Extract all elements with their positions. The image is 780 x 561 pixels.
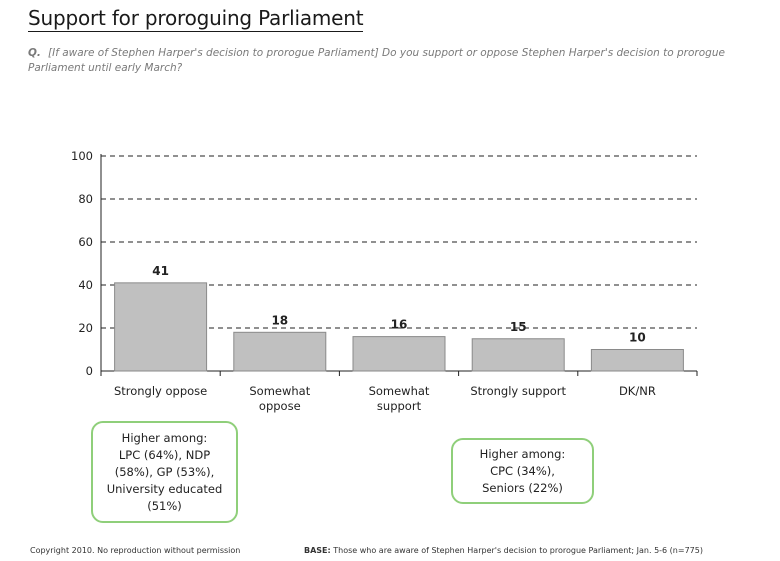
base-text: Those who are aware of Stephen Harper's … <box>330 546 703 555</box>
callout-line: University educated <box>106 481 223 496</box>
y-tick-label: 100 <box>71 149 93 163</box>
y-tick-label: 40 <box>78 278 93 292</box>
question-label: Q. <box>28 47 41 59</box>
callout-line: (51%) <box>147 498 182 513</box>
category-label: Somewhat <box>249 384 310 398</box>
bar <box>352 336 446 372</box>
bar <box>590 349 684 372</box>
copyright-note: Copyright 2010. No reproduction without … <box>30 546 241 555</box>
bar <box>471 338 565 372</box>
callout-oppose: Higher among: LPC (64%), NDP (58%), GP (… <box>91 421 238 523</box>
category-label: Somewhat <box>369 384 430 398</box>
callout-line: (58%), GP (53%), <box>114 464 215 479</box>
callout-line: Higher among: <box>479 446 566 461</box>
category-label: DK/NR <box>619 384 656 398</box>
category-label: oppose <box>259 399 301 413</box>
question-text: [If aware of Stephen Harper's decision t… <box>28 47 725 74</box>
y-tick-label: 80 <box>78 192 93 206</box>
y-tick-label: 60 <box>78 235 93 249</box>
base-note: BASE: Those who are aware of Stephen Har… <box>304 546 703 555</box>
survey-question: Q. [If aware of Stephen Harper's decision… <box>28 46 758 76</box>
data-label: 16 <box>391 318 408 332</box>
data-label: 41 <box>152 264 169 278</box>
data-label: 18 <box>271 313 288 327</box>
category-label: Strongly support <box>470 384 566 398</box>
callout-line: Seniors (22%) <box>482 480 563 495</box>
category-label: Strongly oppose <box>114 384 207 398</box>
chart-title: Support for proroguing Parliament <box>28 6 364 32</box>
callout-line: Higher among: <box>121 430 208 445</box>
data-label: 10 <box>629 331 646 345</box>
bar <box>233 331 327 372</box>
callout-support: Higher among: CPC (34%), Seniors (22%) <box>451 438 594 504</box>
y-tick-label: 20 <box>78 321 93 335</box>
data-label: 15 <box>510 320 527 334</box>
category-label: support <box>377 399 422 413</box>
callout-line: LPC (64%), NDP <box>118 447 211 462</box>
y-tick-label: 0 <box>86 364 93 378</box>
callout-line: CPC (34%), <box>490 463 555 478</box>
bar <box>114 282 208 372</box>
base-label: BASE: <box>304 546 331 555</box>
